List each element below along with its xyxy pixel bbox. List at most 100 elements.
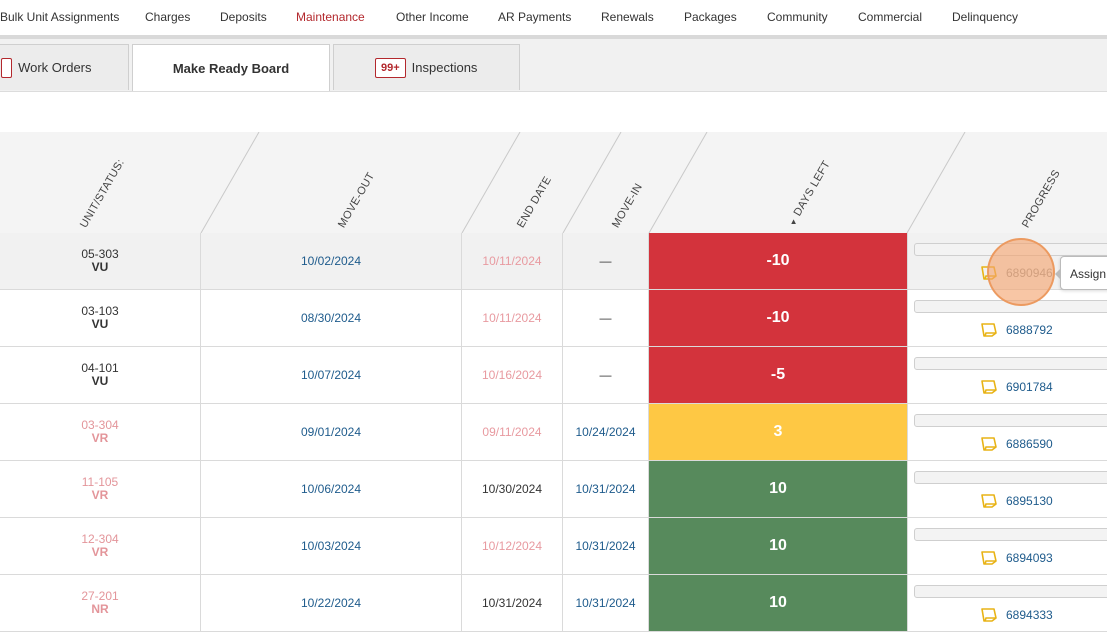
days-left-cell: 3 [649,404,907,460]
table-row[interactable]: 12-304 VR 10/03/2024 10/12/2024 10/31/20… [0,518,1107,575]
unit-number: 11-105 [81,475,119,489]
move-in-cell: — [563,290,649,346]
work-order-number: 6894333 [1006,608,1053,622]
unit-cell: 05-303 VU [0,233,201,289]
nav-maintenance[interactable]: Maintenance [296,10,365,24]
table-row[interactable]: 04-101 VU 10/07/2024 10/16/2024 — -5 690… [0,347,1107,404]
table-row[interactable]: 03-103 VU 08/30/2024 10/11/2024 — -10 68… [0,290,1107,347]
unit-status-code: VU [91,260,109,274]
notepad-icon [981,437,997,451]
notepad-icon [981,608,997,622]
unit-status-code: VU [91,317,109,331]
notepad-icon [981,494,997,508]
work-order-number: 6888792 [1006,323,1053,337]
progress-bar [914,585,1107,598]
unit-number: 04-101 [81,361,119,375]
nav-deposits[interactable]: Deposits [220,10,267,24]
nav-renewals[interactable]: Renewals [601,10,654,24]
work-orders-badge [1,57,13,78]
top-navigation: Bulk Unit Assignments Charges Deposits M… [0,0,1107,39]
progress-cell: 6895130 [907,461,1107,517]
progress-bar [914,471,1107,484]
nav-delinquency[interactable]: Delinquency [952,10,1019,24]
table-row[interactable]: 27-201 NR 10/22/2024 10/31/2024 10/31/20… [0,575,1107,632]
inspections-badge: 99+ [375,57,406,78]
work-order-link[interactable]: 6901784 [980,379,1053,395]
unit-status-code: NR [91,602,109,616]
unit-cell: 27-201 NR [0,575,201,631]
click-indicator [987,238,1055,306]
work-order-link[interactable]: 6894333 [980,607,1053,623]
work-order-link[interactable]: 6888792 [980,322,1053,338]
notepad-icon [981,323,997,337]
progress-cell: 6886590 [907,404,1107,460]
end-date-cell: 10/31/2024 [462,575,563,631]
end-date-cell: 09/11/2024 [462,404,563,460]
work-order-link[interactable]: 6894093 [980,550,1053,566]
nav-charges[interactable]: Charges [145,10,191,24]
move-out-cell[interactable]: 10/02/2024 [201,233,462,289]
table-row[interactable]: 03-304 VR 09/01/2024 09/11/2024 10/24/20… [0,404,1107,461]
end-date-cell: 10/11/2024 [462,290,563,346]
work-order-link[interactable]: 6886590 [980,436,1053,452]
unit-number: 12-304 [81,532,119,546]
move-in-cell[interactable]: 10/31/2024 [563,461,649,517]
notepad-icon [981,380,997,394]
sort-arrow-icon: ▲ [789,217,798,227]
unit-number: 03-103 [81,304,119,318]
notepad-icon [981,551,997,565]
move-in-cell: — [563,347,649,403]
days-left-cell: 10 [649,461,907,517]
assign-tooltip: Assign [1055,256,1107,290]
unit-number: 03-304 [81,418,119,432]
tab-work-orders-label: Work Orders [18,60,92,75]
move-in-cell[interactable]: 10/31/2024 [563,518,649,574]
days-left-cell: 10 [649,518,907,574]
progress-cell: 6901784 [907,347,1107,403]
tab-work-orders[interactable]: Work Orders [0,44,129,90]
unit-cell: 04-101 VU [0,347,201,403]
unit-status-code: VU [91,374,109,388]
unit-number: 05-303 [81,247,119,261]
nav-commercial[interactable]: Commercial [858,10,923,24]
days-left-cell: 10 [649,575,907,631]
unit-number: 27-201 [81,589,119,603]
end-date-cell: 10/16/2024 [462,347,563,403]
table-row[interactable]: 05-303 VU 10/02/2024 10/11/2024 — -10 68… [0,233,1107,290]
progress-cell: 6894333 [907,575,1107,631]
move-out-cell[interactable]: 10/03/2024 [201,518,462,574]
table-row[interactable]: 11-105 VR 10/06/2024 10/30/2024 10/31/20… [0,461,1107,518]
tab-make-ready-board[interactable]: Make Ready Board [132,44,330,91]
move-out-cell[interactable]: 10/07/2024 [201,347,462,403]
end-date-cell: 10/12/2024 [462,518,563,574]
move-out-cell[interactable]: 08/30/2024 [201,290,462,346]
days-left-cell: -5 [649,347,907,403]
work-order-number: 6895130 [1006,494,1053,508]
tab-make-ready-board-label: Make Ready Board [172,60,290,76]
nav-other-income[interactable]: Other Income [396,10,469,24]
work-order-number: 6901784 [1006,380,1053,394]
nav-ar-payments[interactable]: AR Payments [498,10,572,24]
progress-bar [914,414,1107,427]
work-order-link[interactable]: 6895130 [980,493,1053,509]
tab-inspections[interactable]: 99+ Inspections [333,44,520,90]
table-header: UNIT/STATUS: MOVE-OUT END DATE MOVE-IN ▲… [0,132,1107,234]
move-in-cell[interactable]: 10/24/2024 [563,404,649,460]
nav-packages[interactable]: Packages [684,10,737,24]
work-order-number: 6894093 [1006,551,1053,565]
move-out-cell[interactable]: 10/06/2024 [201,461,462,517]
progress-cell: 6894093 [907,518,1107,574]
days-left-cell: -10 [649,290,907,346]
nav-community[interactable]: Community [767,10,828,24]
move-out-cell[interactable]: 09/01/2024 [201,404,462,460]
tab-inspections-label: Inspections [411,60,478,75]
end-date-cell: 10/11/2024 [462,233,563,289]
nav-bulk-unit-assignments[interactable]: Bulk Unit Assignments [0,10,120,24]
unit-cell: 03-304 VR [0,404,201,460]
move-out-cell[interactable]: 10/22/2024 [201,575,462,631]
days-left-cell: -10 [649,233,907,289]
header-dividers [200,132,966,233]
move-in-cell[interactable]: 10/31/2024 [563,575,649,631]
unit-cell: 12-304 VR [0,518,201,574]
progress-bar [914,357,1107,370]
